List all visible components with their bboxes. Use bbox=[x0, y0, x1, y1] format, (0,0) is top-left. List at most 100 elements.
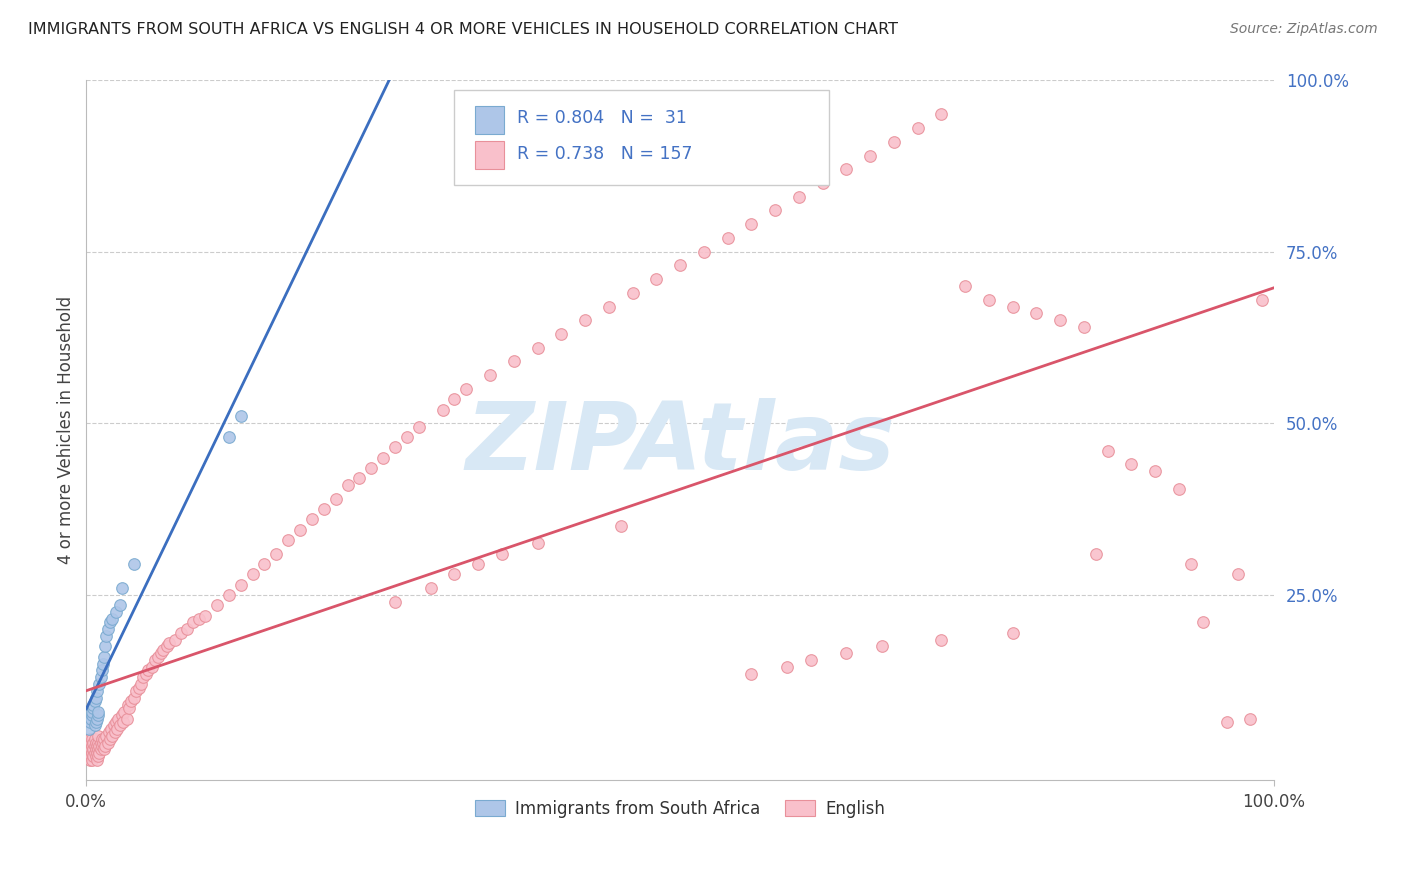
Point bbox=[443, 392, 465, 407]
Point bbox=[150, 646, 173, 660]
Point bbox=[80, 749, 103, 764]
Point bbox=[194, 608, 217, 623]
Point bbox=[83, 718, 105, 732]
Point bbox=[835, 162, 858, 177]
Point bbox=[104, 714, 127, 729]
Point bbox=[90, 739, 112, 753]
Point bbox=[1001, 300, 1024, 314]
Point bbox=[1227, 567, 1250, 582]
Point bbox=[141, 660, 163, 674]
Point bbox=[763, 203, 786, 218]
Point bbox=[1144, 464, 1167, 478]
Legend: Immigrants from South Africa, English: Immigrants from South Africa, English bbox=[468, 793, 891, 824]
Text: ZIPAtlas: ZIPAtlas bbox=[465, 398, 896, 490]
Point bbox=[76, 739, 98, 753]
Point bbox=[384, 440, 406, 454]
Point bbox=[84, 714, 107, 729]
Point bbox=[170, 625, 193, 640]
Point bbox=[82, 742, 104, 756]
Point bbox=[907, 121, 929, 136]
Point bbox=[467, 557, 489, 571]
Point bbox=[87, 705, 110, 719]
Point bbox=[373, 450, 395, 465]
Point bbox=[96, 629, 118, 643]
Point bbox=[574, 313, 596, 327]
Point bbox=[1121, 458, 1143, 472]
Point bbox=[101, 729, 124, 743]
Point bbox=[266, 547, 288, 561]
Point bbox=[645, 272, 668, 286]
Point bbox=[89, 746, 111, 760]
Point bbox=[86, 753, 108, 767]
Point bbox=[87, 729, 110, 743]
Point bbox=[80, 712, 103, 726]
Point bbox=[419, 581, 441, 595]
Point bbox=[229, 577, 252, 591]
Point bbox=[82, 698, 104, 712]
Point bbox=[1049, 313, 1071, 327]
Point bbox=[82, 735, 104, 749]
Point bbox=[181, 615, 204, 630]
Point bbox=[977, 293, 1000, 307]
Point bbox=[101, 612, 124, 626]
Point bbox=[408, 419, 430, 434]
Point bbox=[82, 753, 104, 767]
Text: IMMIGRANTS FROM SOUTH AFRICA VS ENGLISH 4 OR MORE VEHICLES IN HOUSEHOLD CORRELAT: IMMIGRANTS FROM SOUTH AFRICA VS ENGLISH … bbox=[28, 22, 898, 37]
Point bbox=[83, 739, 105, 753]
Point bbox=[98, 615, 121, 630]
Point bbox=[93, 732, 115, 747]
Point bbox=[90, 670, 112, 684]
Point bbox=[218, 430, 240, 444]
Point bbox=[859, 148, 882, 162]
Point bbox=[79, 714, 101, 729]
Point bbox=[1251, 293, 1274, 307]
Y-axis label: 4 or more Vehicles in Household: 4 or more Vehicles in Household bbox=[58, 296, 75, 565]
Point bbox=[1180, 557, 1202, 571]
Point bbox=[159, 636, 181, 650]
Point bbox=[491, 547, 513, 561]
Point bbox=[336, 478, 359, 492]
Point bbox=[105, 722, 128, 736]
Point bbox=[550, 326, 572, 341]
Point bbox=[118, 701, 141, 715]
Point bbox=[83, 732, 105, 747]
Point bbox=[84, 749, 107, 764]
Point bbox=[86, 684, 108, 698]
Point bbox=[443, 567, 465, 582]
Point bbox=[82, 746, 104, 760]
Point bbox=[83, 746, 105, 760]
Point bbox=[1001, 625, 1024, 640]
Point bbox=[456, 382, 478, 396]
Point bbox=[84, 690, 107, 705]
Point bbox=[77, 742, 100, 756]
Point bbox=[83, 694, 105, 708]
Point bbox=[87, 708, 110, 723]
Point bbox=[87, 749, 110, 764]
Point bbox=[1097, 443, 1119, 458]
Point bbox=[610, 519, 633, 533]
Text: R = 0.738   N = 157: R = 0.738 N = 157 bbox=[517, 145, 693, 162]
Point bbox=[117, 698, 139, 712]
Point bbox=[1191, 615, 1213, 630]
Point bbox=[97, 622, 120, 636]
Point bbox=[870, 640, 893, 654]
Point bbox=[152, 643, 174, 657]
Point bbox=[502, 354, 524, 368]
Point bbox=[80, 735, 103, 749]
Point bbox=[84, 735, 107, 749]
Point bbox=[395, 430, 418, 444]
Point bbox=[82, 701, 104, 715]
Point bbox=[89, 677, 111, 691]
Point bbox=[1025, 306, 1047, 320]
Point bbox=[77, 749, 100, 764]
Point bbox=[229, 409, 252, 424]
Point bbox=[242, 567, 264, 582]
Point bbox=[669, 258, 692, 272]
Point bbox=[77, 735, 100, 749]
Point bbox=[86, 712, 108, 726]
Point bbox=[86, 739, 108, 753]
Point bbox=[136, 664, 159, 678]
Point bbox=[1073, 320, 1095, 334]
Point bbox=[98, 732, 121, 747]
Point bbox=[87, 735, 110, 749]
